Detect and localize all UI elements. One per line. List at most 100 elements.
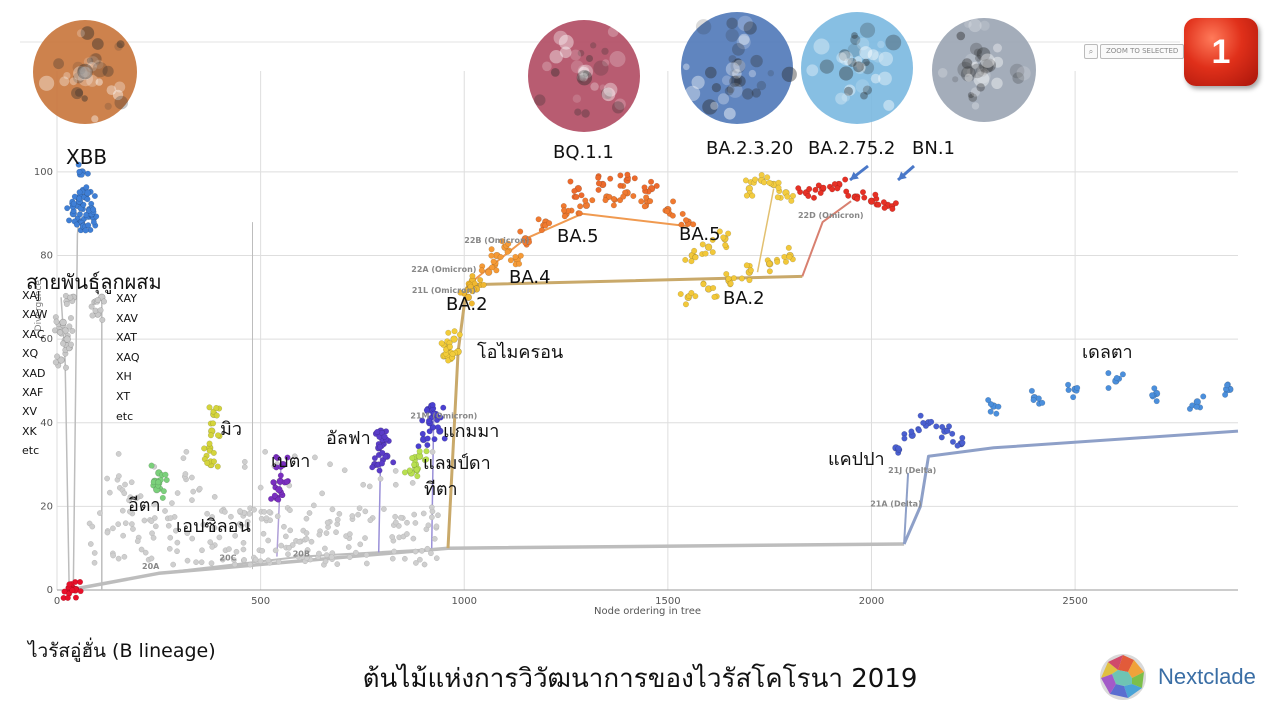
label-bq11: BQ.1.1 (553, 142, 614, 163)
cluster-node (468, 300, 475, 307)
cluster-node (1065, 386, 1072, 394)
cluster-node (469, 288, 476, 295)
cluster-node (764, 174, 771, 181)
cluster-node (206, 404, 213, 411)
cluster-node (959, 434, 966, 441)
background-node (421, 561, 428, 568)
background-node (148, 518, 155, 525)
nextclade-brand: Nextclade (1158, 664, 1256, 689)
y-tick-label: 100 (34, 167, 53, 178)
cluster-node (424, 442, 431, 449)
zoom-icon[interactable]: ⌕ (1084, 44, 1098, 59)
background-node (381, 506, 387, 512)
cluster-node (670, 198, 677, 205)
recombinant-name: XAF (22, 386, 44, 399)
data-point (59, 318, 67, 327)
cluster-node (993, 410, 1000, 417)
cluster-node (995, 403, 1002, 410)
cluster-node (446, 343, 454, 350)
background-node (306, 510, 313, 516)
background-node (211, 524, 218, 531)
virus-particle-image (681, 12, 797, 124)
clade-label: 20B (293, 550, 310, 559)
cluster-node (505, 240, 512, 247)
cluster-node (493, 267, 500, 274)
cluster-node (148, 462, 155, 469)
background-node (257, 558, 264, 565)
cluster-node (1035, 395, 1042, 402)
cluster-node (449, 350, 456, 358)
cluster-node (85, 222, 92, 229)
background-node (120, 532, 126, 539)
background-node (418, 548, 425, 554)
cluster-node (752, 176, 759, 183)
label-recombinant: สายพันธุ์ลูกผสม (26, 270, 162, 294)
virus-particle-image (932, 18, 1036, 122)
label-lambda: แลมป์ดา (423, 453, 491, 474)
data-point (704, 243, 713, 251)
background-node (265, 557, 272, 564)
cluster-node (889, 205, 896, 213)
cluster-node (517, 228, 524, 235)
cluster-node (688, 258, 695, 265)
label-bn1: BN.1 (912, 138, 955, 159)
cluster-node (1149, 392, 1156, 399)
cluster-node (895, 445, 902, 452)
cluster-node (743, 192, 750, 199)
background-node (209, 514, 216, 520)
cluster-node (1030, 396, 1037, 404)
label-ba2752: BA.2.75.2 (808, 138, 896, 159)
label-ba5-a: BA.5 (557, 226, 599, 247)
background-node (198, 559, 205, 566)
recombinant-name: XAY (116, 292, 137, 305)
zoom-to-selected-button[interactable]: ZOOM TO SELECTED (1100, 44, 1185, 59)
recombinant-name: XAJ (22, 289, 41, 302)
x-tick-label: 0 (54, 596, 60, 607)
cluster-node (277, 463, 284, 470)
background-node (349, 513, 356, 519)
cluster-node (746, 277, 753, 284)
cluster-node (582, 197, 589, 204)
cluster-node (631, 175, 638, 182)
cluster-node (723, 270, 730, 278)
cluster-node (638, 198, 645, 205)
cluster-node (416, 448, 423, 455)
background-node (377, 475, 384, 482)
cluster-node (376, 467, 383, 474)
cluster-node (1065, 381, 1072, 388)
cluster-node (91, 193, 98, 200)
cluster-node (949, 438, 957, 445)
cluster-node (206, 440, 213, 447)
clade-label: 21L (Omicron) (412, 286, 476, 295)
cluster-node (880, 199, 887, 206)
cluster-node (275, 496, 282, 503)
cluster-node (77, 588, 84, 595)
background-node (304, 547, 311, 553)
background-node (208, 560, 215, 567)
background-node (412, 548, 419, 555)
background-node (391, 548, 397, 555)
background-node (316, 531, 323, 538)
background-node (333, 529, 339, 536)
background-node (355, 511, 361, 518)
cluster-node (834, 185, 841, 192)
recombinant-branch (72, 192, 83, 591)
cluster-node (159, 494, 166, 501)
clade-label: 21M (Omicron) (410, 412, 477, 421)
background-node (275, 558, 282, 565)
cluster-node (820, 184, 827, 191)
background-node (233, 548, 240, 555)
cluster-node (431, 436, 438, 443)
background-node (429, 449, 436, 455)
cluster-node (277, 472, 284, 479)
cluster-node (774, 258, 781, 265)
background-node (174, 548, 180, 555)
cluster-node (210, 420, 217, 427)
background-node (174, 539, 181, 546)
background-node (265, 537, 272, 544)
cluster-node (490, 258, 497, 265)
label-kappa: แคปปา (828, 449, 885, 470)
background-node (404, 531, 410, 537)
recombinant-name: etc (22, 444, 40, 458)
cluster-node (716, 228, 723, 235)
